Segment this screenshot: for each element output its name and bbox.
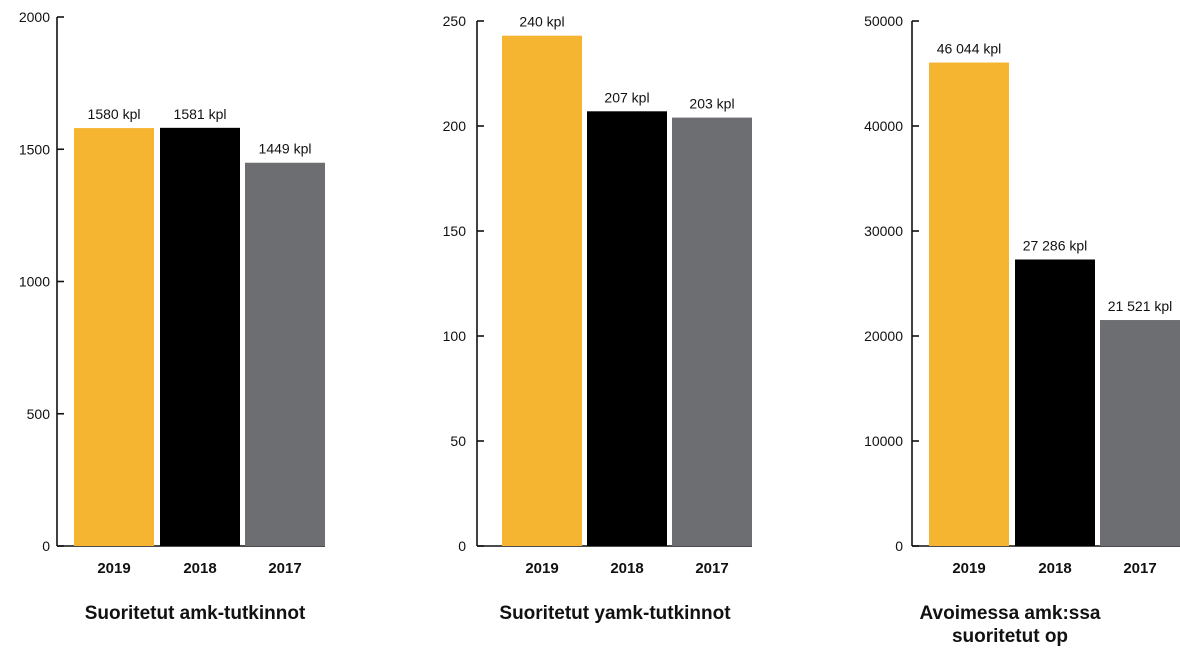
chart-panel-amk: 0 500 1000 1500 2000 1580 kpl 2019 1581 kpl 2018… [0,0,390,651]
chart-open-amk-credits: 0 10000 20000 30000 40000 50000 46 044 kpl 2019… [864,13,1180,577]
y-tick-label: 0 [42,538,50,554]
bar-2018 [1015,259,1095,546]
y-tick-label: 50 [450,433,466,449]
data-label: 1580 kpl [88,106,141,122]
bar-2019 [74,128,154,546]
category-label: 2017 [268,560,301,577]
data-label: 1581 kpl [174,106,227,122]
chart-panel-yamk: 0 50 100 150 200 250 240 kpl 2019 207 kpl 2018 203… [390,0,790,651]
y-tick-label: 20000 [864,328,903,344]
y-tick-label: 1500 [19,141,50,157]
data-label: 21 521 kpl [1108,298,1173,314]
category-label: 2018 [183,560,216,577]
chart-yamk-degrees: 0 50 100 150 200 250 240 kpl 2019 207 kpl 2018 203… [443,13,752,577]
chart-title: Suoritetut yamk-tutkinnot [499,603,731,624]
y-tick-label: 200 [443,118,467,134]
y-tick-label: 40000 [864,118,903,134]
y-tick-label: 1000 [19,274,50,290]
chart-panel-open-amk: 0 10000 20000 30000 40000 50000 46 044 kpl 2019… [790,0,1180,651]
y-tick-label: 250 [443,13,467,29]
data-label: 203 kpl [689,96,734,112]
y-tick-label: 2000 [19,9,50,25]
bar-2017 [1100,320,1180,546]
category-label: 2019 [97,560,130,577]
category-label: 2019 [525,560,558,577]
chart-title: Suoritetut amk-tutkinnot [84,603,306,624]
y-tick-label: 0 [895,538,903,554]
y-tick-label: 150 [443,223,467,239]
y-tick-label: 10000 [864,433,903,449]
category-label: 2018 [1038,560,1071,577]
data-label: 27 286 kpl [1023,237,1088,253]
y-tick-label: 100 [443,328,467,344]
y-tick-label: 50000 [864,13,903,29]
chart-amk-degrees: 0 500 1000 1500 2000 1580 kpl 2019 1581 kpl 2018… [19,9,325,577]
category-label: 2019 [952,560,985,577]
bar-2019 [929,62,1009,547]
bar-2019 [502,35,582,546]
chart-title: Avoimessa amk:ssa suoritetut op [919,603,1101,647]
y-tick-label: 500 [27,406,51,422]
y-tick-label: 30000 [864,223,903,239]
data-label: 207 kpl [604,89,649,105]
data-label: 240 kpl [519,14,564,30]
bar-2018 [160,127,240,546]
category-label: 2017 [695,560,728,577]
y-tick-label: 0 [458,538,466,554]
bar-2017 [672,117,752,546]
category-label: 2017 [1123,560,1156,577]
data-label: 1449 kpl [259,141,312,157]
category-label: 2018 [610,560,643,577]
bar-2018 [587,111,667,547]
data-label: 46 044 kpl [937,41,1002,57]
bar-2017 [245,162,325,546]
